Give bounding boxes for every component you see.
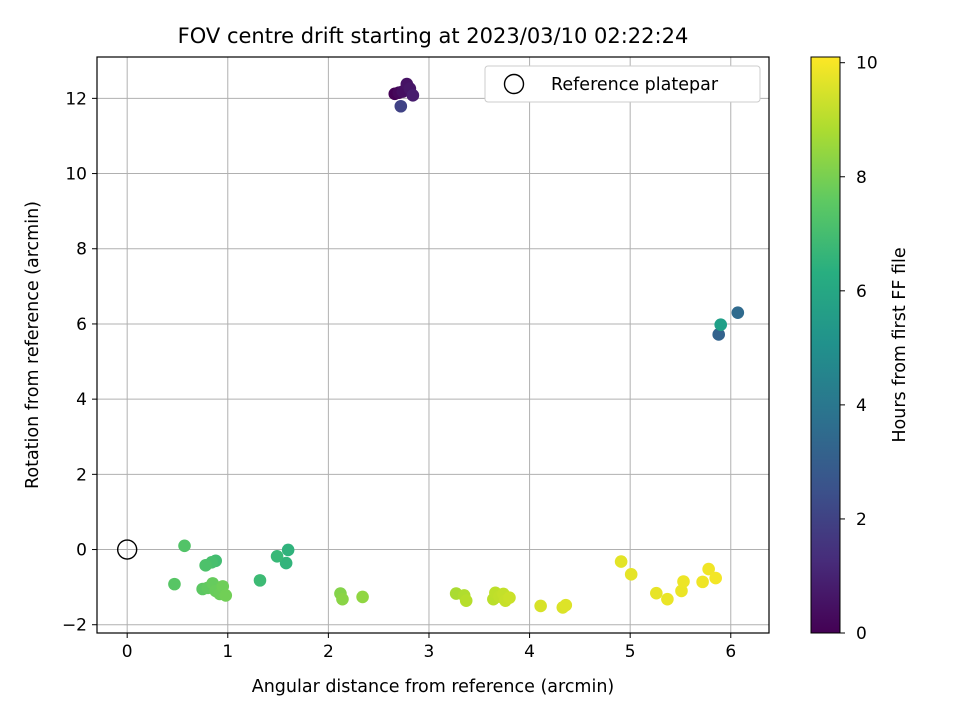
colorbar-tick-label: 10 <box>856 54 878 74</box>
y-tick-label: 6 <box>76 315 87 335</box>
data-point <box>394 99 408 113</box>
y-axis: −2 0 2 4 6 8 10 12 <box>62 89 97 636</box>
data-point <box>534 599 547 613</box>
x-tick-label: 4 <box>524 642 535 662</box>
x-axis: 0 1 2 3 4 5 6 <box>122 633 736 662</box>
y-tick-label: −2 <box>62 616 87 636</box>
y-tick-label: 12 <box>65 89 87 109</box>
data-point <box>270 550 284 563</box>
y-tick-label: 4 <box>76 390 87 410</box>
data-point <box>709 571 722 585</box>
reference-marker <box>116 539 138 560</box>
x-tick-label: 1 <box>222 642 233 662</box>
colorbar-tick-label: 8 <box>856 168 867 188</box>
data-point <box>559 598 573 612</box>
data-point <box>696 575 709 589</box>
colorbar: 0 2 4 6 8 10 Hours from first FF file <box>810 54 910 644</box>
data-point <box>356 590 369 604</box>
data-point <box>459 594 473 607</box>
data-point <box>702 562 715 576</box>
legend-open-circle-icon <box>503 73 525 95</box>
legend: Reference platepar <box>484 65 761 103</box>
data-point <box>675 584 688 598</box>
data-point <box>650 586 663 600</box>
data-point <box>199 559 212 572</box>
reference-point <box>116 539 138 560</box>
data-point <box>661 592 674 606</box>
colorbar-tick-label: 4 <box>856 396 867 416</box>
data-points <box>168 77 745 614</box>
data-point <box>731 306 745 319</box>
colorbar-tick-label: 0 <box>856 624 867 644</box>
x-tick-label: 2 <box>323 642 334 662</box>
y-axis-label: Rotation from reference (arcmin) <box>23 201 43 489</box>
data-point <box>712 328 726 341</box>
x-tick-label: 6 <box>725 642 736 662</box>
data-point <box>406 89 420 102</box>
y-tick-label: 8 <box>76 240 87 260</box>
colorbar-gradient <box>810 56 841 634</box>
data-point <box>677 575 690 588</box>
y-tick-label: 0 <box>76 541 87 561</box>
data-point <box>281 543 295 557</box>
colorbar-tick-label: 6 <box>856 282 867 302</box>
data-point <box>336 592 349 606</box>
data-point <box>714 318 728 331</box>
legend-box <box>484 65 761 103</box>
x-tick-label: 5 <box>625 642 636 662</box>
colorbar-ticks: 0 2 4 6 8 10 <box>840 54 878 644</box>
data-point <box>253 574 267 587</box>
data-point <box>614 555 628 568</box>
x-tick-label: 3 <box>424 642 435 662</box>
colorbar-tick-label: 2 <box>856 510 867 530</box>
grid <box>97 57 769 633</box>
data-point <box>279 556 293 570</box>
plot-frame <box>96 56 770 634</box>
chart-title: FOV centre drift starting at 2023/03/10 … <box>178 24 689 48</box>
data-point <box>178 539 191 553</box>
x-tick-label: 0 <box>122 642 133 662</box>
y-tick-label: 2 <box>76 465 87 485</box>
colorbar-label: Hours from first FF file <box>890 247 910 442</box>
data-point <box>503 591 516 604</box>
data-point <box>624 568 638 581</box>
y-tick-label: 10 <box>65 165 87 185</box>
x-axis-label: Angular distance from reference (arcmin) <box>252 677 615 697</box>
data-point <box>219 589 233 602</box>
data-point <box>168 577 181 591</box>
legend-label: Reference platepar <box>551 75 719 95</box>
